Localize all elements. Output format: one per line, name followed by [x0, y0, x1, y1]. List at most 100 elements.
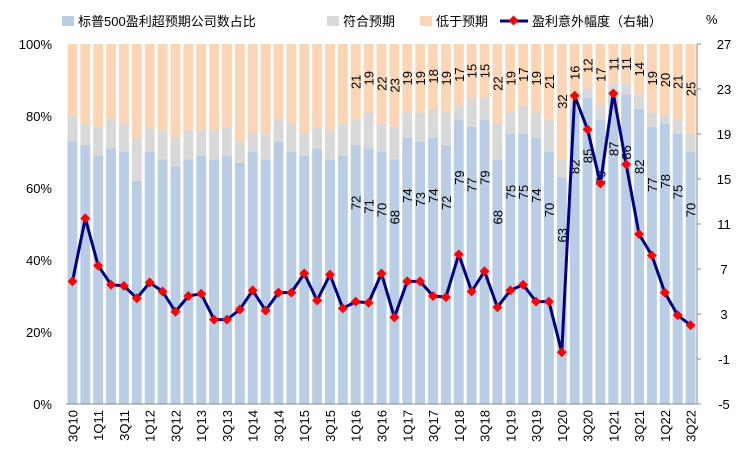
- x-tick-label: 3Q14: [271, 410, 286, 442]
- x-tick-label: 1Q21: [606, 410, 621, 442]
- bar-inline: [518, 105, 529, 134]
- bar-miss: [286, 44, 297, 124]
- x-tick-label: 1Q19: [503, 410, 518, 442]
- bar-miss: [595, 44, 606, 106]
- surprise-marker: [402, 276, 413, 287]
- miss-label: 19: [529, 71, 544, 85]
- miss-label: 18: [426, 69, 441, 83]
- beat-label: 77: [465, 178, 480, 192]
- bar-miss: [325, 44, 335, 131]
- beat-label: 78: [658, 174, 673, 188]
- bar-beat: [428, 137, 438, 404]
- bar-miss: [492, 44, 503, 124]
- surprise-marker: [286, 287, 297, 298]
- bar-inline: [415, 112, 426, 142]
- bar-inline: [273, 119, 284, 142]
- surprise-marker: [234, 304, 245, 315]
- surprise-marker: [312, 295, 323, 306]
- bar-inline: [440, 112, 451, 145]
- bar-beat: [234, 162, 245, 404]
- bar-beat: [286, 152, 297, 404]
- legend-beat: 标普500盈利超预期公司数占比: [78, 14, 256, 29]
- surprise-marker: [350, 296, 361, 307]
- surprise-marker: [466, 286, 477, 297]
- x-tick-label: 1Q20: [555, 410, 570, 442]
- y-tick-label: 80%: [26, 109, 52, 124]
- bar-miss: [273, 44, 284, 120]
- bar-inline: [543, 119, 554, 152]
- bar-beat: [492, 159, 503, 404]
- bar-beat: [582, 98, 593, 404]
- surprise-marker: [183, 291, 194, 301]
- bar-inline: [466, 98, 477, 127]
- bar-beat: [80, 144, 91, 405]
- x-tick-label: 1Q15: [297, 410, 312, 442]
- bar-beat: [505, 134, 516, 404]
- bar-miss: [505, 44, 516, 113]
- bar-beat: [466, 126, 477, 405]
- surprise-marker: [595, 178, 606, 189]
- bar-miss: [363, 44, 374, 113]
- bar-beat: [543, 152, 554, 404]
- surprise-marker: [685, 320, 696, 331]
- bar-beat: [659, 123, 670, 404]
- bar-inline: [144, 126, 155, 152]
- x-tick-label: 1Q16: [349, 410, 364, 442]
- surprise-marker: [325, 269, 335, 280]
- bar-beat: [518, 134, 529, 404]
- y2-tick-label: 7: [720, 262, 727, 277]
- x-tick-label: 3Q21: [632, 410, 647, 442]
- beat-label: 71: [362, 199, 377, 213]
- surprise-marker: [608, 88, 619, 99]
- beat-label: 72: [439, 196, 454, 210]
- bar-inline: [106, 119, 117, 149]
- surprise-marker: [492, 302, 503, 313]
- surprise-marker: [518, 279, 529, 290]
- y-tick-label: 100%: [19, 37, 53, 52]
- x-tick-label: 1Q18: [452, 410, 467, 442]
- bar-inline: [247, 134, 258, 152]
- bar-beat: [569, 108, 580, 405]
- bar-beat: [131, 180, 142, 404]
- surprise-marker: [376, 268, 387, 279]
- bar-miss: [247, 44, 258, 134]
- y2-tick-label: 23: [717, 82, 731, 97]
- beat-label: 82: [632, 160, 647, 174]
- bar-inline: [196, 130, 207, 156]
- surprise-marker: [157, 286, 168, 297]
- y2-tick-label: -1: [718, 352, 730, 367]
- miss-label: 12: [581, 58, 596, 72]
- miss-label: 15: [465, 64, 480, 78]
- bar-miss: [402, 44, 413, 113]
- y2-tick-label: 3: [720, 307, 727, 322]
- bar-miss: [685, 44, 696, 134]
- bar-miss: [453, 44, 464, 106]
- bar-miss: [106, 44, 117, 120]
- bar-miss: [389, 44, 400, 127]
- bar-inline: [505, 112, 516, 134]
- bar-inline: [608, 83, 619, 91]
- bar-inline: [621, 83, 632, 95]
- surprise-line: [67, 88, 696, 358]
- bar-miss: [582, 44, 593, 88]
- bar-inline: [492, 123, 503, 160]
- bar-beat: [621, 94, 632, 405]
- miss-label: 19: [439, 71, 454, 85]
- surprise-marker: [634, 229, 645, 240]
- surprise-marker: [582, 124, 593, 135]
- bar-miss: [415, 44, 426, 113]
- y-tick-label: 20%: [26, 325, 52, 340]
- legend-miss: 低于预期: [436, 14, 488, 29]
- surprise-marker: [505, 285, 516, 296]
- bar-inline: [325, 130, 335, 160]
- bar-miss: [531, 44, 541, 113]
- bar-miss: [518, 44, 529, 106]
- miss-label: 21: [671, 75, 686, 89]
- legend-swatch-inline: [327, 16, 339, 26]
- miss-label: 25: [684, 82, 699, 96]
- surprise-marker: [453, 249, 464, 260]
- surprise-marker: [273, 287, 284, 298]
- surprise-marker: [440, 292, 451, 303]
- bar-miss: [260, 44, 271, 134]
- bar-beat: [312, 148, 323, 404]
